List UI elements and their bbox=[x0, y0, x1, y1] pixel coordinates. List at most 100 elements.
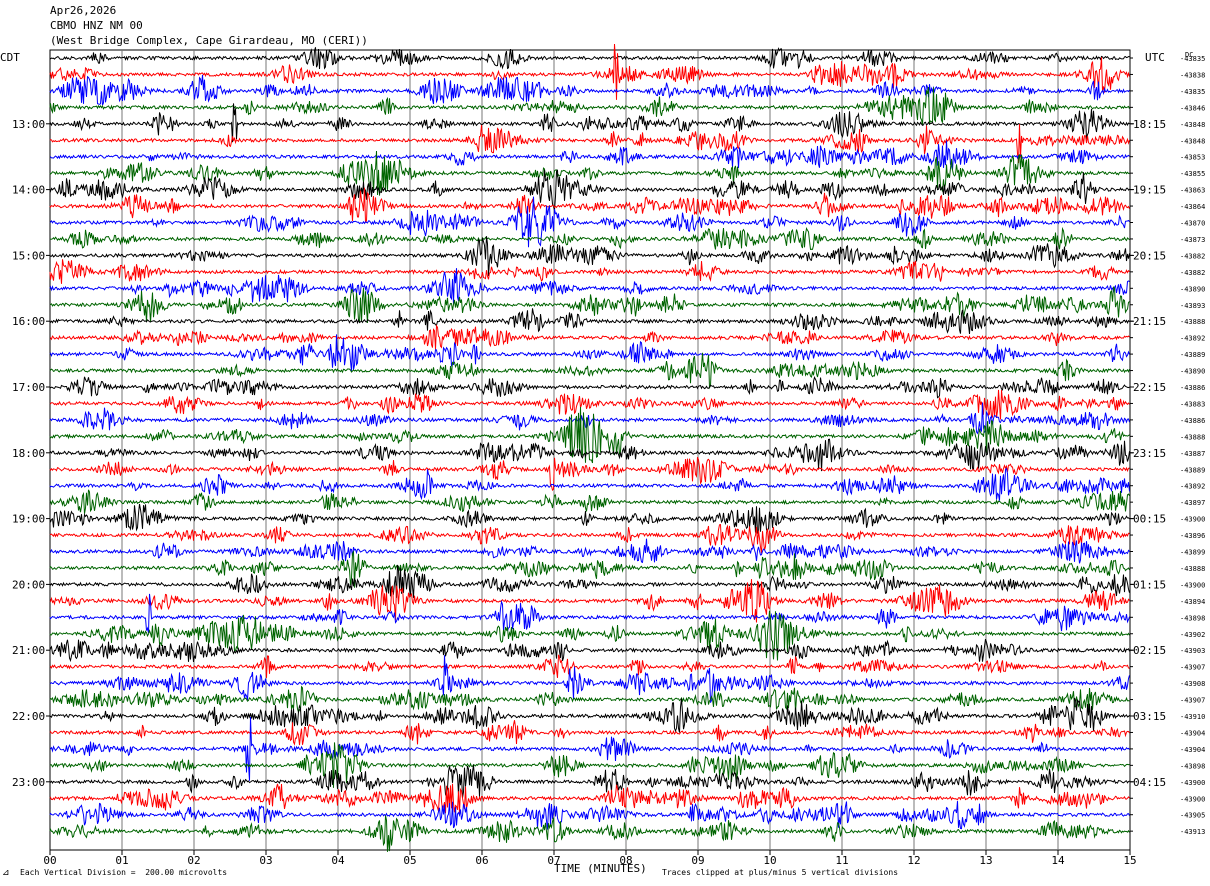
seismic-trace bbox=[49, 685, 1130, 714]
right-time-label: 20:15 bbox=[1133, 249, 1166, 262]
dc-offset-label: -43890 bbox=[1180, 285, 1205, 293]
seismic-trace bbox=[49, 549, 1130, 588]
x-tick-label: 03 bbox=[259, 854, 272, 867]
left-time-label: 18:00 bbox=[12, 447, 45, 460]
dc-offset-label: -43894 bbox=[1180, 598, 1205, 606]
seismic-trace bbox=[49, 352, 1130, 390]
dc-offset-label: -43902 bbox=[1180, 631, 1205, 639]
dc-offset-label: -43889 bbox=[1180, 351, 1205, 359]
seismic-trace bbox=[49, 467, 1130, 501]
left-time-label: 21:00 bbox=[12, 644, 45, 657]
corner-mark: ⊿ bbox=[2, 868, 10, 878]
seismic-trace bbox=[49, 654, 1130, 678]
x-tick-label: 11 bbox=[835, 854, 848, 867]
x-tick-label: 10 bbox=[763, 854, 776, 867]
seismic-trace bbox=[49, 150, 1130, 196]
x-tick-label: 08 bbox=[619, 854, 632, 867]
x-tick-label: 14 bbox=[1051, 854, 1065, 867]
right-time-label: 23:15 bbox=[1133, 447, 1166, 460]
dc-offset-label: -43882 bbox=[1180, 269, 1205, 277]
scale-note: Each Vertical Division = 200.00 microvol… bbox=[20, 868, 228, 877]
dc-offset-label: -43838 bbox=[1180, 71, 1205, 79]
seismic-trace bbox=[49, 87, 1130, 126]
seismic-trace bbox=[49, 236, 1130, 277]
seismic-trace bbox=[49, 438, 1130, 472]
seismic-trace bbox=[49, 259, 1130, 284]
x-tick-label: 00 bbox=[43, 854, 56, 867]
left-time-label: 17:00 bbox=[12, 381, 45, 394]
dc-offset-label: -43890 bbox=[1180, 368, 1205, 376]
seismic-trace bbox=[49, 523, 1130, 554]
right-time-label: 02:15 bbox=[1133, 644, 1166, 657]
seismic-trace bbox=[49, 308, 1130, 335]
x-tick-label: 07 bbox=[547, 854, 560, 867]
seismic-trace bbox=[49, 286, 1130, 324]
seismic-trace bbox=[49, 334, 1130, 372]
dc-offset-label: -43886 bbox=[1180, 417, 1205, 425]
seismic-trace bbox=[49, 103, 1130, 143]
plot-date: Apr26,2026 bbox=[50, 4, 117, 17]
dc-offset-label: -43903 bbox=[1180, 647, 1205, 655]
dc-offset-label: -43900 bbox=[1180, 516, 1205, 524]
x-tick-label: 01 bbox=[115, 854, 128, 867]
right-time-label: 00:15 bbox=[1133, 513, 1166, 526]
dc-offset-label: -43910 bbox=[1180, 713, 1205, 721]
seismic-trace bbox=[49, 226, 1130, 250]
dc-offset-label: -43896 bbox=[1180, 532, 1205, 540]
dc-offset-label: -43848 bbox=[1180, 121, 1205, 129]
left-time-label: 22:00 bbox=[12, 710, 45, 723]
seismic-trace bbox=[49, 538, 1130, 564]
dc-offset-label: -43888 bbox=[1180, 433, 1205, 441]
dc-offset-label: -43900 bbox=[1180, 779, 1205, 787]
seismic-trace bbox=[49, 140, 1130, 170]
dc-offset-label: -43898 bbox=[1180, 614, 1205, 622]
seismic-trace bbox=[49, 801, 1130, 830]
dc-offset-label: -43848 bbox=[1180, 137, 1205, 145]
dc-offset-label: -43899 bbox=[1180, 549, 1205, 557]
x-tick-label: 15 bbox=[1123, 854, 1136, 867]
seismic-trace bbox=[49, 402, 1130, 435]
dc-offset-label: -43904 bbox=[1180, 729, 1205, 737]
x-axis-title: TIME (MINUTES) bbox=[554, 862, 647, 875]
dc-offset-label: -43888 bbox=[1180, 318, 1205, 326]
seismic-trace bbox=[49, 579, 1130, 623]
dc-offset-label: -43835 bbox=[1180, 88, 1205, 96]
seismic-trace bbox=[49, 764, 1130, 798]
x-tick-label: 13 bbox=[979, 854, 992, 867]
seismic-trace bbox=[49, 169, 1130, 211]
seismic-trace bbox=[49, 503, 1130, 535]
dc-offset-label: -43907 bbox=[1180, 664, 1205, 672]
seismic-trace bbox=[49, 610, 1130, 661]
plot-frame bbox=[49, 49, 1131, 851]
dc-offset-label: -43897 bbox=[1180, 499, 1205, 507]
dc-offset-label: -43892 bbox=[1180, 483, 1205, 491]
seismic-trace bbox=[50, 716, 1130, 781]
dc-offset-label: -43913 bbox=[1180, 828, 1205, 836]
dc-offset-label: -43835 bbox=[1180, 55, 1205, 63]
dc-offset-label: -43892 bbox=[1180, 335, 1205, 343]
left-time-label: 20:00 bbox=[12, 578, 45, 591]
dc-offset-label: -43846 bbox=[1180, 104, 1205, 112]
right-time-label: 03:15 bbox=[1133, 710, 1166, 723]
left-time-label: 23:00 bbox=[12, 776, 45, 789]
x-tick-label: 09 bbox=[691, 854, 704, 867]
left-axis-title: CDT bbox=[0, 51, 20, 64]
dc-offset-label: -43864 bbox=[1180, 203, 1205, 211]
seismic-trace bbox=[49, 187, 1130, 224]
station-location: (West Bridge Complex, Cape Girardeau, MO… bbox=[50, 34, 368, 47]
seismic-trace bbox=[49, 124, 1130, 164]
left-time-label: 19:00 bbox=[12, 513, 45, 526]
station-code: CBMO HNZ NM 00 bbox=[50, 19, 143, 32]
dc-offset-label: -43883 bbox=[1180, 400, 1205, 408]
seismic-trace bbox=[49, 43, 1130, 100]
left-time-label: 15:00 bbox=[12, 249, 45, 262]
seismic-trace bbox=[49, 720, 1130, 746]
left-time-label: 16:00 bbox=[12, 315, 45, 328]
left-time-label: 13:00 bbox=[12, 118, 45, 131]
right-time-label: 22:15 bbox=[1133, 381, 1166, 394]
seismic-trace bbox=[49, 815, 1130, 852]
x-tick-label: 04 bbox=[331, 854, 345, 867]
seismic-trace bbox=[49, 593, 1130, 634]
dc-offset-label: -43889 bbox=[1180, 466, 1205, 474]
